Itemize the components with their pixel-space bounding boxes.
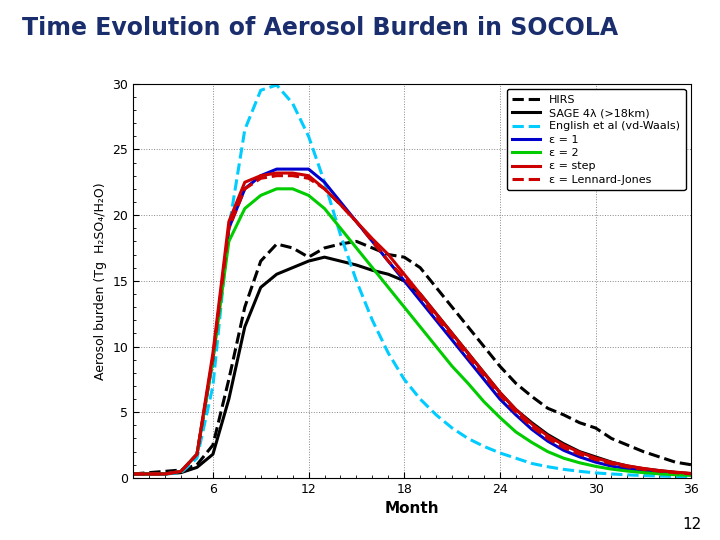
Y-axis label: Aerosol burden (Tg  H₂SO₄/H₂O): Aerosol burden (Tg H₂SO₄/H₂O) bbox=[94, 182, 107, 380]
Text: 12: 12 bbox=[683, 517, 702, 532]
Text: Time Evolution of Aerosol Burden in SOCOLA: Time Evolution of Aerosol Burden in SOCO… bbox=[22, 16, 618, 40]
X-axis label: Month: Month bbox=[385, 501, 439, 516]
Legend: HIRS, SAGE 4λ (>18km), English et al (vd-Waals), ε = 1, ε = 2, ε = step, ε = Len: HIRS, SAGE 4λ (>18km), English et al (vd… bbox=[507, 89, 685, 191]
